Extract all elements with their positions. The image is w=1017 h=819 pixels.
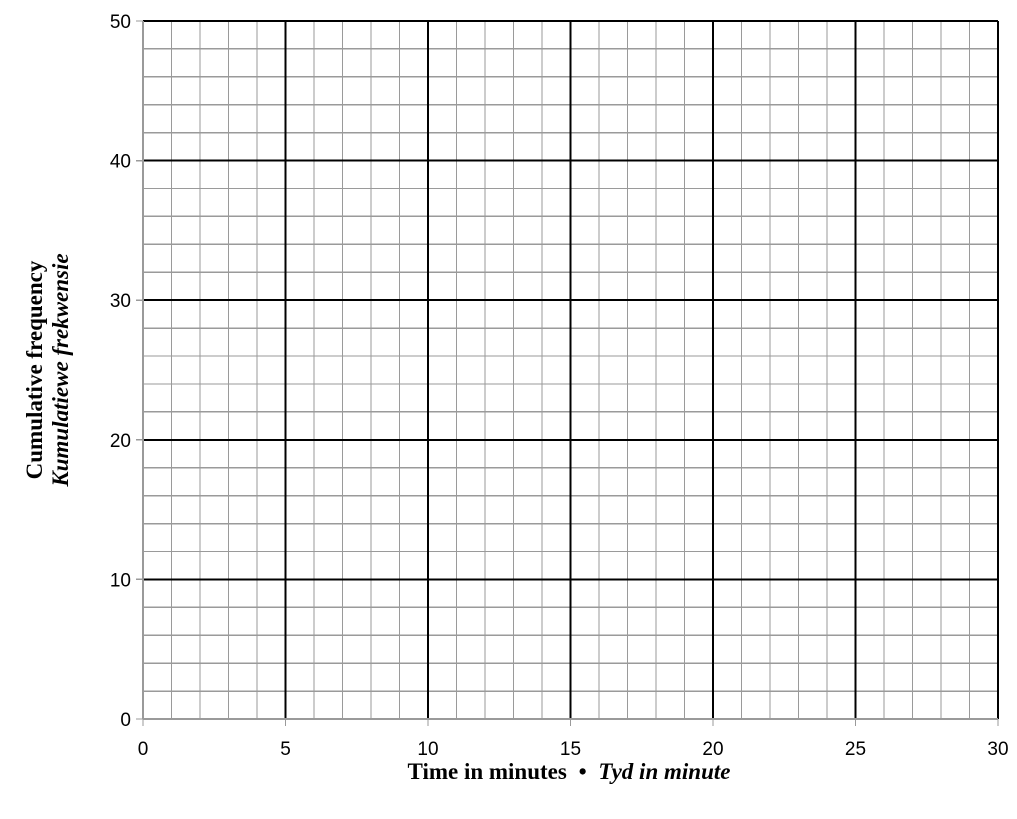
y-axis-title-en: Cumulative frequency: [22, 260, 47, 479]
x-tick-label: 10: [417, 739, 438, 760]
x-tick-label: 30: [987, 739, 1008, 760]
y-tick-label: 50: [110, 12, 131, 33]
y-tick-label: 10: [110, 570, 131, 591]
x-tick-label: 0: [138, 739, 149, 760]
y-tick-label: 0: [120, 710, 131, 731]
y-axis-title: Cumulative frequency Kumulatiewe frekwen…: [22, 253, 73, 487]
x-axis-title: Time in minutes • Tyd in minute: [408, 759, 731, 784]
x-tick-label: 25: [845, 739, 866, 760]
y-tick-labels: 0 10 20 30 40 50: [110, 12, 131, 731]
x-tick-label: 15: [560, 739, 581, 760]
x-tick-labels: 0 5 10 15 20 25 30: [138, 739, 1009, 760]
axes: [136, 20, 999, 726]
major-gridlines: [143, 20, 999, 719]
y-tick-label: 20: [110, 431, 131, 452]
x-axis-title-af: Tyd in minute: [598, 759, 730, 784]
x-tick-label: 20: [702, 739, 723, 760]
x-tick-label: 5: [280, 739, 291, 760]
x-axis-title-en: Time in minutes: [408, 759, 567, 784]
y-axis-title-af: Kumulatiewe frekwensie: [48, 253, 73, 487]
y-tick-label: 30: [110, 291, 131, 312]
x-axis-title-separator: •: [579, 759, 587, 784]
y-tick-label: 40: [110, 152, 131, 173]
